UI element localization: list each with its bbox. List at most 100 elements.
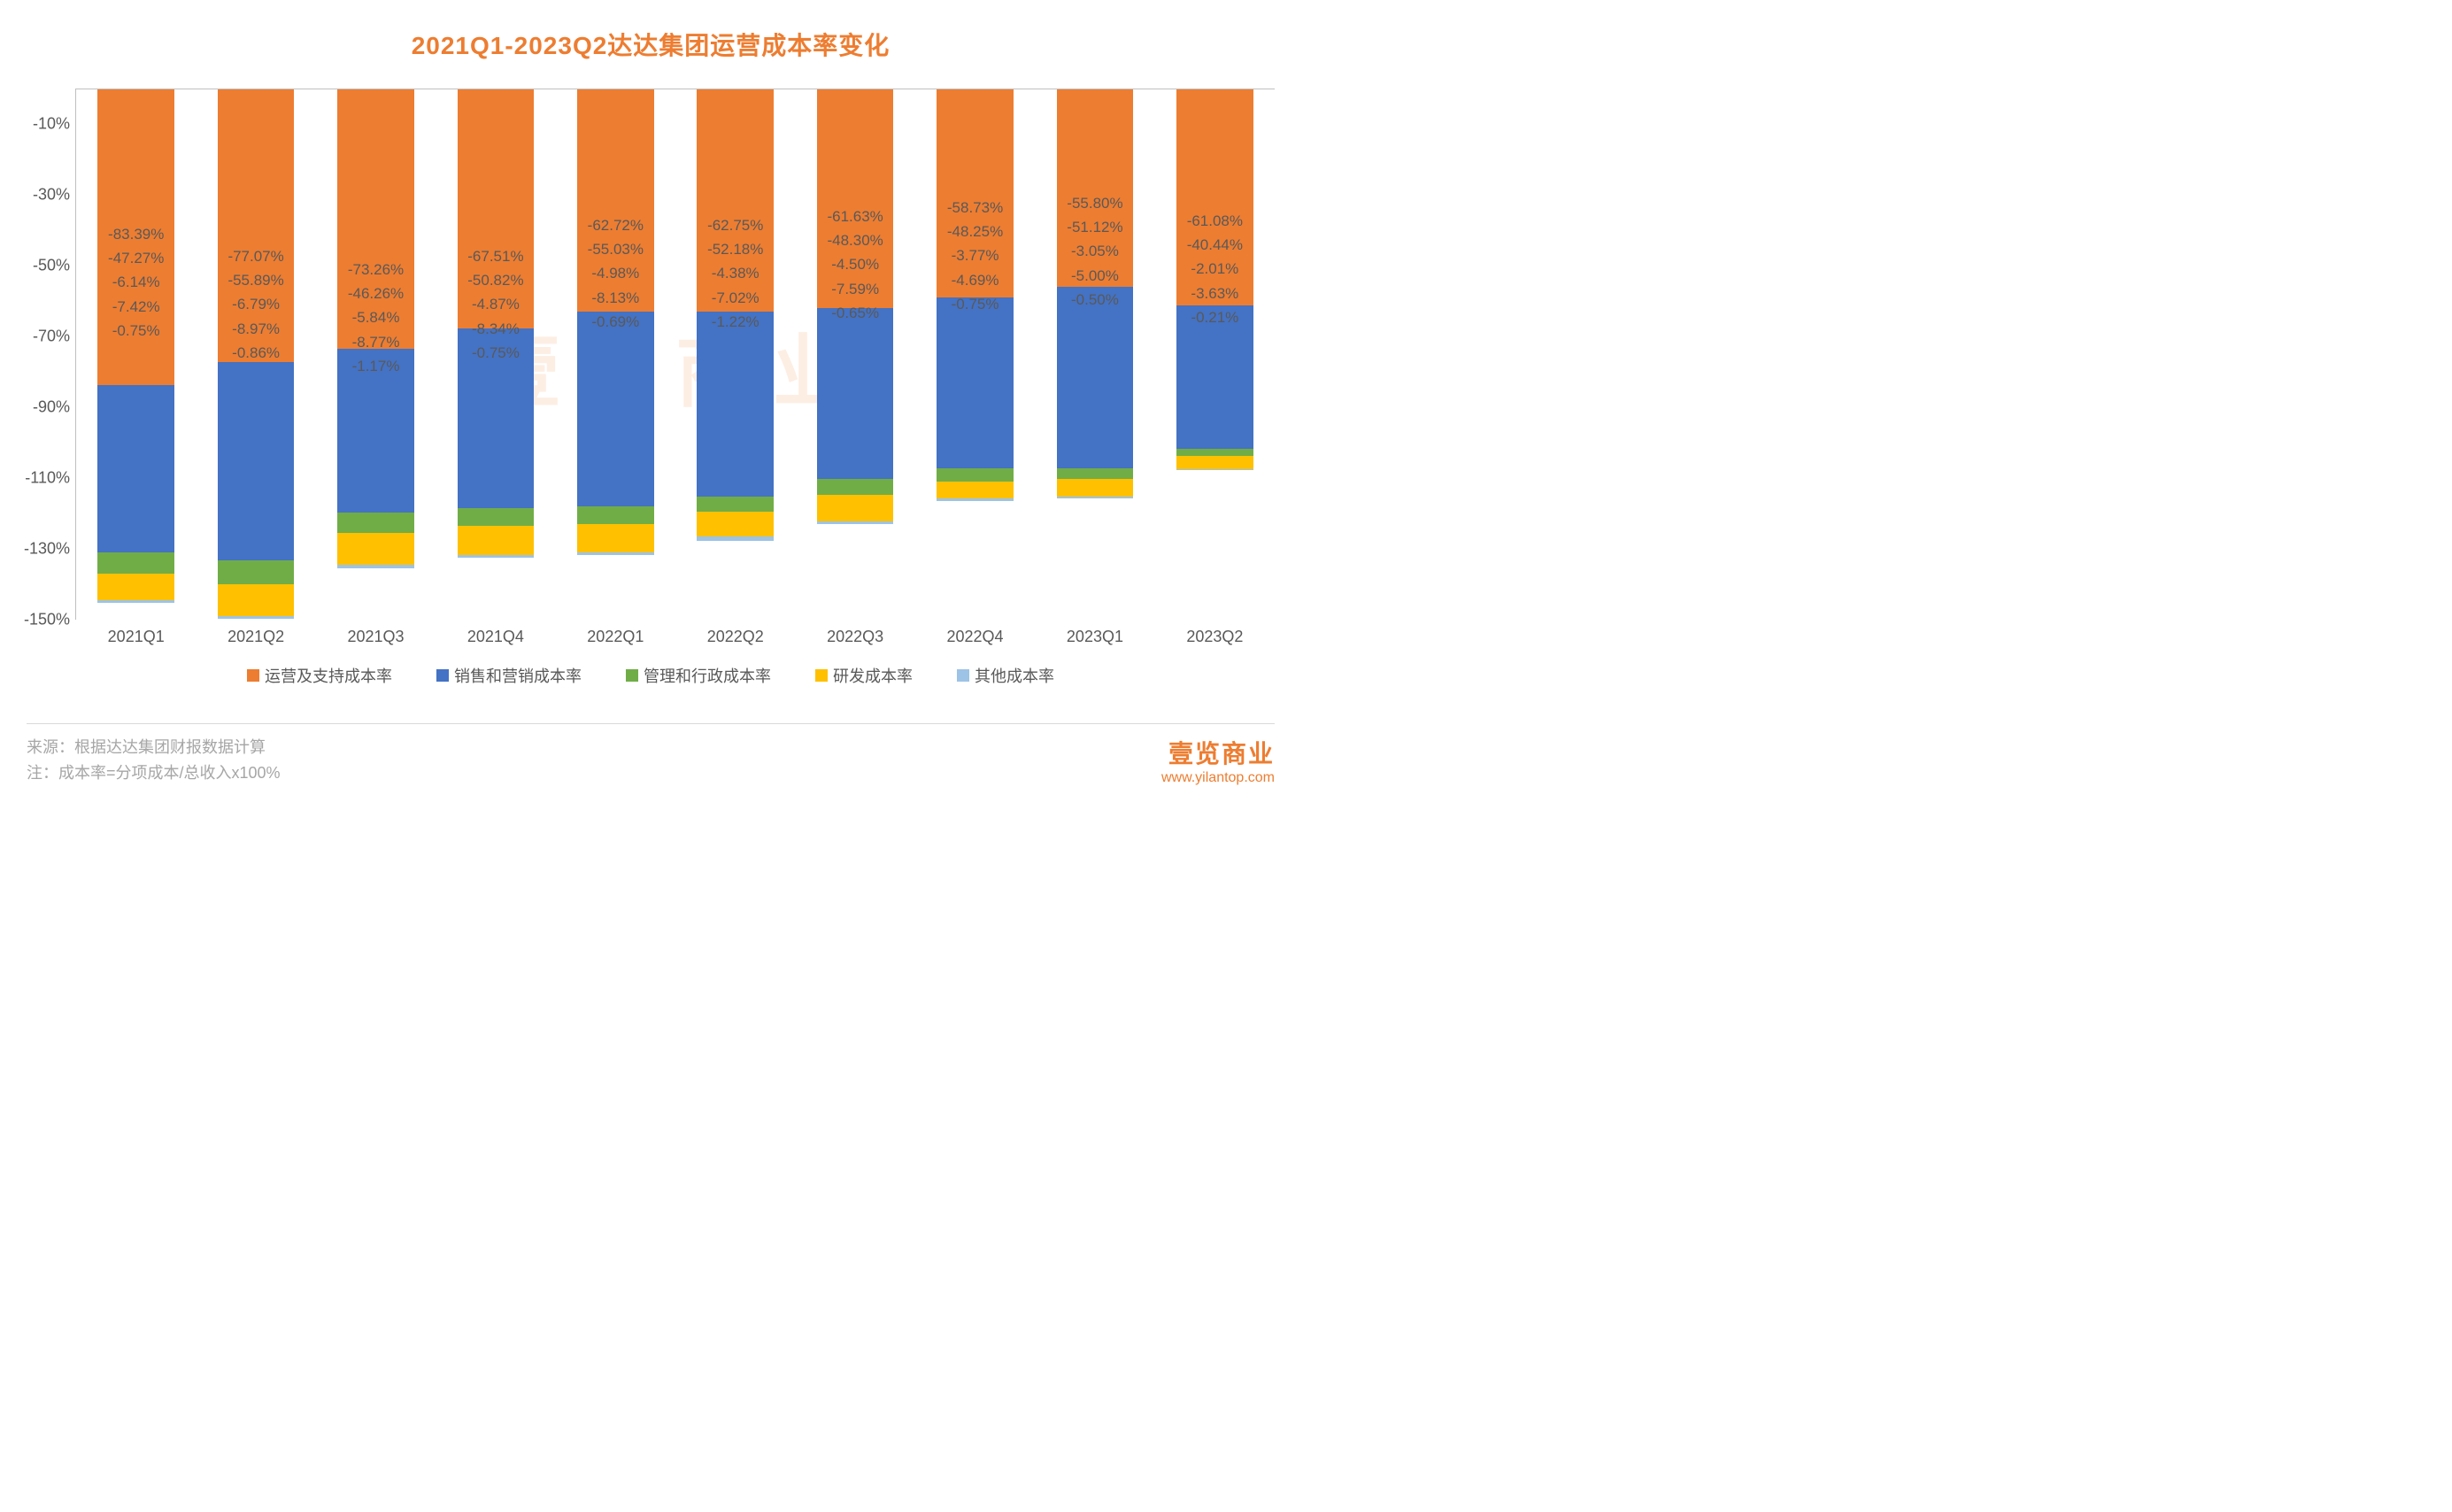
bar-segment xyxy=(697,536,774,541)
legend-label: 管理和行政成本率 xyxy=(644,664,771,687)
legend-label: 销售和营销成本率 xyxy=(454,664,582,687)
y-tick-label: -90% xyxy=(33,398,70,417)
legend-item: 研发成本率 xyxy=(815,664,913,687)
legend-item: 销售和营销成本率 xyxy=(436,664,582,687)
bar-column: -62.72%-55.03%-4.98%-8.13%-0.69%2022Q1 xyxy=(556,89,675,620)
data-label: -73.26% xyxy=(348,258,404,282)
bar-segment xyxy=(697,497,774,513)
data-label: -0.21% xyxy=(1191,305,1238,329)
plot-area: 壹览商业 -83.39%-47.27%-6.14%-7.42%-0.75%202… xyxy=(75,89,1275,620)
bar-segment xyxy=(97,574,174,600)
x-tick-label: 2022Q1 xyxy=(587,628,644,646)
x-tick-label: 2023Q1 xyxy=(1067,628,1123,646)
y-axis: -10%-30%-50%-70%-90%-110%-130%-150% xyxy=(27,89,75,620)
y-tick-label: -130% xyxy=(24,540,70,559)
data-label: -55.03% xyxy=(588,237,644,261)
data-label: -55.80% xyxy=(1067,191,1122,215)
bar-column: -62.75%-52.18%-4.38%-7.02%-1.22%2022Q2 xyxy=(675,89,795,620)
bar-segment xyxy=(697,512,774,536)
chart-area: -10%-30%-50%-70%-90%-110%-130%-150% 壹览商业… xyxy=(27,89,1275,620)
data-label: -2.01% xyxy=(1191,257,1238,281)
data-label: -3.77% xyxy=(952,243,999,267)
legend-swatch xyxy=(626,669,638,682)
bar-column: -61.08%-40.44%-2.01%-3.63%-0.21%2023Q2 xyxy=(1155,89,1275,620)
x-tick-label: 2021Q3 xyxy=(347,628,404,646)
data-label: -0.69% xyxy=(591,310,639,334)
bar-segment xyxy=(1176,449,1253,456)
bar-column: -55.80%-51.12%-3.05%-5.00%-0.50%2023Q1 xyxy=(1035,89,1154,620)
bar-segment xyxy=(97,600,174,603)
legend-swatch xyxy=(436,669,449,682)
data-label: -0.86% xyxy=(232,341,280,365)
bar-segment xyxy=(577,552,654,555)
data-label: -48.30% xyxy=(827,228,883,252)
bar-segment xyxy=(97,385,174,552)
y-tick-label: -10% xyxy=(33,115,70,134)
bar-segment xyxy=(218,584,295,616)
y-tick-label: -150% xyxy=(24,611,70,629)
bar-segment xyxy=(817,521,894,524)
data-label: -8.34% xyxy=(472,317,520,341)
bar-segment xyxy=(218,362,295,560)
bar-segment xyxy=(337,533,414,564)
data-label: -61.63% xyxy=(827,204,883,228)
chart-title: 2021Q1-2023Q2达达集团运营成本率变化 xyxy=(27,27,1275,62)
bar-segment xyxy=(1057,468,1134,479)
legend: 运营及支持成本率销售和营销成本率管理和行政成本率研发成本率其他成本率 xyxy=(27,664,1275,687)
y-tick-label: -50% xyxy=(33,257,70,275)
x-tick-label: 2023Q2 xyxy=(1186,628,1243,646)
brand-logo: 壹览商业 xyxy=(1161,735,1275,770)
data-label: -67.51% xyxy=(467,244,523,268)
data-label: -0.75% xyxy=(472,341,520,365)
data-label: -7.59% xyxy=(831,277,879,301)
source-line: 来源：根据达达集团财报数据计算 xyxy=(27,735,281,760)
data-label: -50.82% xyxy=(467,268,523,292)
data-label: -5.84% xyxy=(352,305,400,329)
data-label-column: -62.72%-55.03%-4.98%-8.13%-0.69% xyxy=(556,213,675,334)
data-label: -1.17% xyxy=(352,354,400,378)
bar-segment xyxy=(817,479,894,495)
bar-segment xyxy=(1176,469,1253,470)
bar-segment xyxy=(1057,479,1134,497)
bar-segment xyxy=(937,482,1014,498)
data-label-column: -73.26%-46.26%-5.84%-8.77%-1.17% xyxy=(316,258,436,378)
data-label: -0.75% xyxy=(112,319,160,343)
data-label: -8.77% xyxy=(352,330,400,354)
data-label: -55.89% xyxy=(227,268,283,292)
footer: 来源：根据达达集团财报数据计算 注：成本率=分项成本/总收入x100% 壹览商业… xyxy=(27,723,1275,786)
source-label: 来源： xyxy=(27,738,74,756)
bar-column: -58.73%-48.25%-3.77%-4.69%-0.75%2022Q4 xyxy=(915,89,1035,620)
data-label: -83.39% xyxy=(108,222,164,246)
data-label: -1.22% xyxy=(712,310,760,334)
data-label-column: -77.07%-55.89%-6.79%-8.97%-0.86% xyxy=(196,244,315,365)
data-label: -46.26% xyxy=(348,282,404,305)
bar-column: -73.26%-46.26%-5.84%-8.77%-1.17%2021Q3 xyxy=(316,89,436,620)
footer-notes: 来源：根据达达集团财报数据计算 注：成本率=分项成本/总收入x100% xyxy=(27,735,281,786)
x-tick-label: 2022Q3 xyxy=(827,628,883,646)
data-label: -47.27% xyxy=(108,246,164,270)
bar-column: -67.51%-50.82%-4.87%-8.34%-0.75%2021Q4 xyxy=(436,89,555,620)
x-tick-label: 2022Q4 xyxy=(947,628,1004,646)
data-label: -7.42% xyxy=(112,295,160,319)
bar-segment xyxy=(1176,456,1253,469)
note-label: 注： xyxy=(27,764,58,782)
bar-segment xyxy=(337,565,414,569)
data-label: -4.98% xyxy=(591,261,639,285)
bar-segment xyxy=(817,308,894,479)
data-label-column: -62.75%-52.18%-4.38%-7.02%-1.22% xyxy=(675,213,795,334)
bar-segment xyxy=(937,468,1014,482)
brand-url: www.yilantop.com xyxy=(1161,770,1275,786)
brand-block: 壹览商业 www.yilantop.com xyxy=(1161,735,1275,786)
data-label: -3.63% xyxy=(1191,282,1238,305)
bar-segment xyxy=(577,506,654,524)
y-tick-label: -30% xyxy=(33,186,70,204)
y-tick-label: -110% xyxy=(25,469,70,488)
data-label: -6.14% xyxy=(112,270,160,294)
x-tick-label: 2021Q2 xyxy=(227,628,284,646)
data-label: -48.25% xyxy=(947,220,1003,243)
data-label: -3.05% xyxy=(1071,239,1119,263)
bar-segment xyxy=(1057,497,1134,498)
data-label-column: -61.08%-40.44%-2.01%-3.63%-0.21% xyxy=(1155,209,1275,329)
x-tick-label: 2022Q2 xyxy=(707,628,764,646)
bar-segment xyxy=(218,560,295,584)
